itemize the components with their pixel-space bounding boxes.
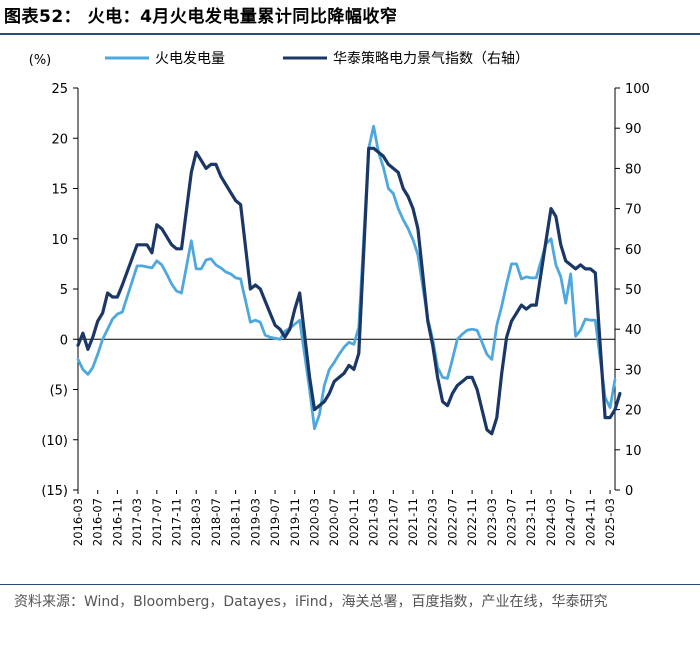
series-line-thermal-generation: [76, 124, 617, 431]
x-tick-label: 2022-03: [426, 498, 440, 546]
left-tick-label: 20: [51, 132, 68, 147]
footer-divider: [0, 584, 700, 585]
legend-item-power-index: 华泰策略电力景气指数（右轴）: [283, 50, 529, 67]
series-layer: [76, 124, 622, 436]
x-tick-label: 2024-11: [583, 498, 597, 546]
x-tick-label: 2022-07: [445, 498, 459, 546]
legend-label: 火电发电量: [155, 51, 225, 67]
left-tick-label: (5): [50, 384, 68, 399]
chart-title: 图表52： 火电：4月火电发电量累计同比降幅收窄: [4, 7, 398, 27]
legend-item-thermal-generation: 火电发电量: [105, 51, 225, 67]
left-tick-label: 0: [60, 333, 68, 348]
left-tick-label: 5: [60, 283, 68, 298]
right-tick-label: 20: [625, 404, 642, 419]
right-tick-label: 40: [625, 323, 642, 338]
x-tick-label: 2016-07: [91, 498, 105, 546]
legend: 火电发电量 华泰策略电力景气指数（右轴）: [105, 50, 529, 67]
x-tick-label: 2016-11: [110, 498, 124, 546]
left-axis-unit: (%): [29, 53, 52, 68]
right-tick-label: 100: [625, 82, 650, 97]
right-tick-label: 60: [625, 243, 642, 258]
x-tick-label: 2018-11: [229, 498, 243, 546]
legend-label: 华泰策略电力景气指数（右轴）: [333, 50, 529, 67]
x-tick-label: 2021-11: [406, 498, 420, 546]
title-divider: [0, 33, 700, 35]
x-tick-label: 2023-07: [505, 498, 519, 546]
x-tick-label: 2024-03: [544, 498, 558, 546]
x-tick-label: 2020-07: [327, 498, 341, 546]
x-tick-label: 2018-03: [189, 498, 203, 546]
x-tick-label: 2019-11: [288, 498, 302, 546]
x-tick-label: 2024-07: [564, 498, 578, 546]
x-tick-label: 2019-03: [248, 498, 262, 546]
source-note: 资料来源：Wind，Bloomberg，Datayes，iFind，海关总署，百…: [14, 594, 608, 610]
axes: (%)2520151050(5)(10)(15)1009080706050403…: [29, 53, 650, 546]
x-tick-label: 2019-07: [268, 498, 282, 546]
chart-area: 火电发电量 华泰策略电力景气指数（右轴） (%)2520151050(5)(10)…: [29, 50, 650, 546]
x-tick-label: 2017-03: [130, 498, 144, 546]
right-tick-label: 50: [625, 283, 642, 298]
right-tick-label: 0: [625, 484, 633, 499]
series-line-power-index: [76, 146, 622, 436]
right-tick-label: 70: [625, 203, 642, 218]
x-tick-label: 2022-11: [465, 498, 479, 546]
x-tick-label: 2021-07: [386, 498, 400, 546]
left-tick-label: 10: [51, 233, 68, 248]
x-tick-label: 2017-07: [150, 498, 164, 546]
left-tick-label: (15): [41, 484, 68, 499]
x-tick-label: 2023-11: [524, 498, 538, 546]
x-tick-label: 2025-03: [603, 498, 617, 546]
x-tick-label: 2021-03: [367, 498, 381, 546]
left-tick-label: 25: [51, 82, 68, 97]
x-tick-label: 2017-11: [170, 498, 184, 546]
x-tick-label: 2018-07: [209, 498, 223, 546]
right-tick-label: 90: [625, 122, 642, 137]
x-tick-label: 2023-03: [485, 498, 499, 546]
right-tick-label: 10: [625, 444, 642, 459]
right-tick-label: 80: [625, 162, 642, 177]
left-tick-label: 15: [51, 183, 68, 198]
right-tick-label: 30: [625, 363, 642, 378]
x-tick-label: 2020-03: [307, 498, 321, 546]
left-tick-label: (10): [41, 434, 68, 449]
x-tick-label: 2016-03: [71, 498, 85, 546]
x-tick-label: 2020-11: [347, 498, 361, 546]
